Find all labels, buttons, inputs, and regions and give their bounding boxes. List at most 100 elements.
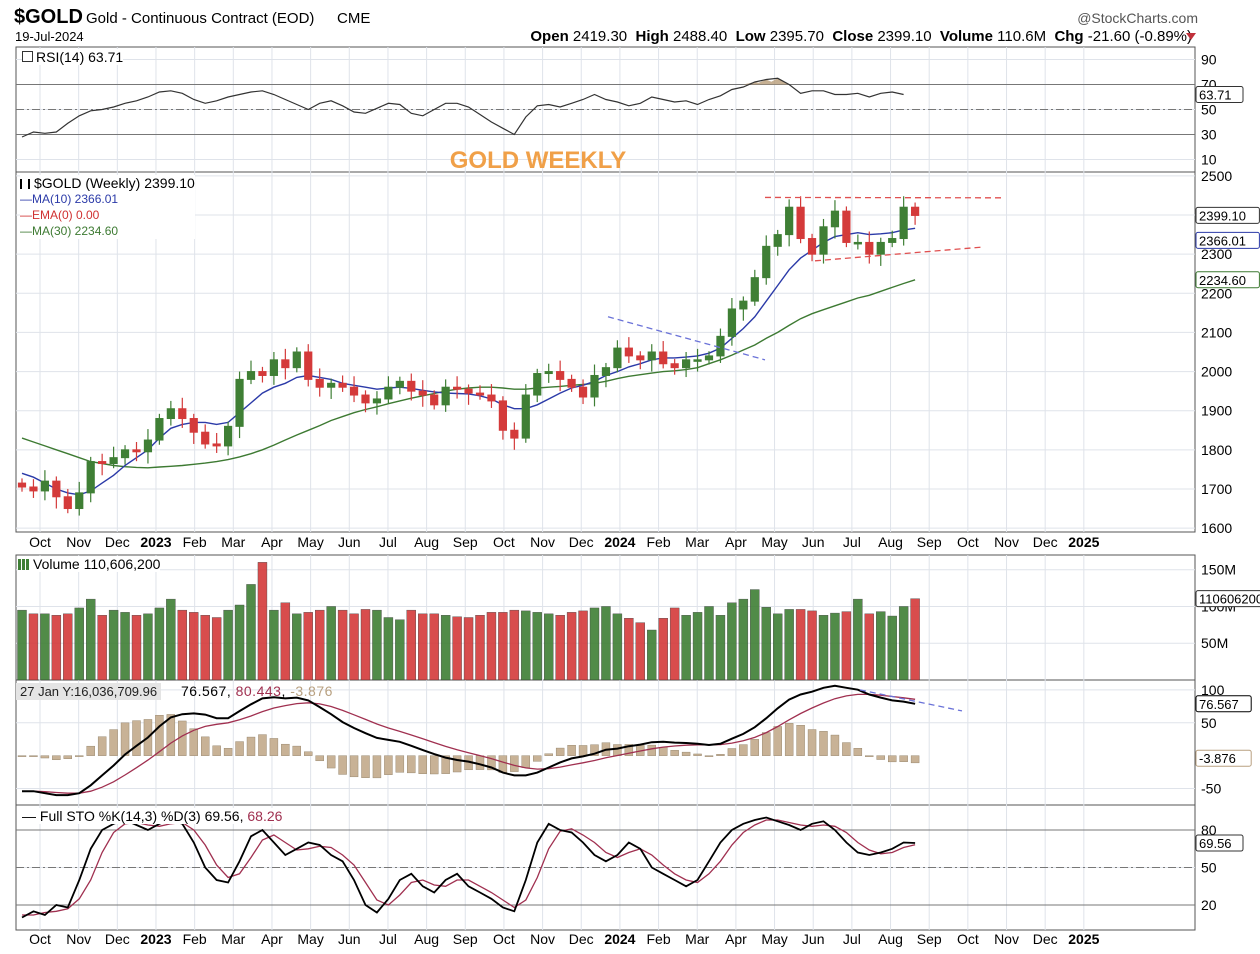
volume-bar: [372, 609, 382, 681]
macd-histogram-bar: [17, 755, 27, 757]
ohlc-close-label: Close: [832, 28, 874, 45]
macd-histogram-bar: [853, 748, 863, 756]
macd-histogram-bar: [349, 755, 359, 778]
ohlc-open-label: Open: [530, 28, 569, 45]
x-tick-label: Nov: [530, 931, 555, 947]
volume-bar: [624, 618, 634, 681]
sto-y-tick: 50: [1201, 860, 1217, 876]
candle-body: [819, 226, 828, 255]
volume-bar: [692, 612, 703, 681]
volume-bar: [223, 609, 233, 681]
volume-bar: [589, 607, 600, 681]
stochastic-title: — Full STO %K(14,3) %D(3) 69.56, 68.26: [22, 808, 283, 824]
macd-histogram-bar: [246, 736, 256, 756]
candle-body: [338, 382, 347, 388]
candle-body: [727, 308, 736, 337]
support-trendline: [814, 246, 983, 262]
x-tick-label: 2024: [604, 534, 635, 550]
x-tick-label: Dec: [105, 931, 130, 947]
x-tick-label: Jun: [338, 931, 361, 947]
volume-bar: [521, 610, 531, 681]
x-tick-label: Dec: [569, 931, 594, 947]
macd-histogram-bar: [899, 755, 908, 762]
price-y-tick: 1800: [1201, 442, 1232, 458]
macd-histogram-bar: [544, 753, 553, 756]
chart-watermark-title: GOLD WEEKLY: [450, 147, 626, 174]
volume-bar: [566, 612, 577, 681]
volume-bar: [818, 615, 829, 681]
candle-body: [750, 277, 759, 302]
macd-histogram-bar: [498, 755, 508, 773]
candle-body: [693, 359, 702, 362]
volume-bar: [898, 606, 909, 681]
macd-histogram-bar: [407, 755, 416, 774]
macd-histogram-bar: [487, 755, 496, 771]
volume-bar: [440, 615, 451, 681]
macd-histogram-bar: [819, 731, 828, 756]
x-tick-label: Apr: [261, 534, 283, 550]
x-tick-label: Jul: [379, 534, 397, 550]
volume-bar: [807, 610, 817, 681]
candle-body: [235, 378, 244, 427]
volume-bar: [475, 615, 485, 681]
rsi-last-value: 63.71: [1199, 88, 1232, 103]
ohlc-high-value: 2488.40: [672, 28, 728, 45]
candle-body: [441, 386, 450, 406]
macd-y-tick: -50: [1201, 781, 1221, 797]
candle-body: [498, 400, 507, 431]
volume-bar: [326, 606, 336, 681]
rsi-title: RSI(14) 63.71: [22, 49, 124, 65]
symbol-title: $GOLD: [14, 6, 83, 28]
macd-histogram-bar: [784, 723, 794, 756]
volume-bar: [383, 617, 394, 681]
candle-body: [453, 386, 462, 390]
x-tick-label: May: [761, 931, 787, 947]
volume-bar: [795, 609, 806, 681]
macd-histogram-bar: [452, 755, 462, 773]
volume-bar: [108, 609, 119, 681]
candle-body: [567, 378, 576, 388]
macd-tooltip: 27 Jan Y:16,036,709.96: [16, 683, 162, 700]
candle-body: [120, 449, 130, 459]
macd-last-value: 76.567: [1199, 697, 1239, 712]
candle-body: [876, 241, 885, 255]
price-y-tick: 1900: [1201, 403, 1232, 419]
rsi-y-tick: 50: [1201, 102, 1217, 118]
x-tick-label: Aug: [414, 931, 439, 947]
candle-body: [888, 238, 897, 243]
x-tick-label: May: [761, 534, 787, 550]
candle-body: [785, 206, 794, 236]
volume-bar: [635, 622, 645, 681]
macd-histogram-bar: [578, 745, 588, 756]
x-tick-label: Nov: [66, 931, 91, 947]
volume-bar: [40, 613, 50, 681]
price-y-tick: 2200: [1201, 285, 1232, 301]
volume-bar: [189, 612, 199, 681]
volume-bar: [360, 609, 371, 681]
candle-body: [704, 355, 714, 361]
candle-body: [899, 206, 908, 240]
x-tick-label: Aug: [878, 931, 903, 947]
volume-bar: [853, 598, 863, 681]
candle-body: [281, 359, 290, 369]
candle-body: [911, 206, 920, 216]
volume-bar: [120, 612, 130, 681]
volume-icon: [18, 559, 30, 570]
sto-last-value-box: [1195, 834, 1244, 852]
macd-histogram-bar: [361, 755, 370, 778]
ohlc-bar: Open 2419.30 High 2488.40 Low 2395.70 Cl…: [530, 28, 1192, 45]
volume-bar: [876, 611, 886, 681]
volume-bar: [452, 616, 462, 681]
macd-histogram-bar: [75, 755, 84, 757]
macd-histogram-bar: [258, 734, 267, 756]
x-tick-label: Apr: [725, 534, 747, 550]
candle-body: [682, 359, 691, 369]
macd-histogram-bar: [212, 745, 221, 756]
x-tick-label: 2023: [140, 534, 171, 550]
volume-bar: [578, 610, 588, 681]
candle-body: [246, 371, 256, 380]
macd-histogram-bar: [63, 755, 72, 759]
chart-date: 19-Jul-2024: [15, 29, 84, 44]
